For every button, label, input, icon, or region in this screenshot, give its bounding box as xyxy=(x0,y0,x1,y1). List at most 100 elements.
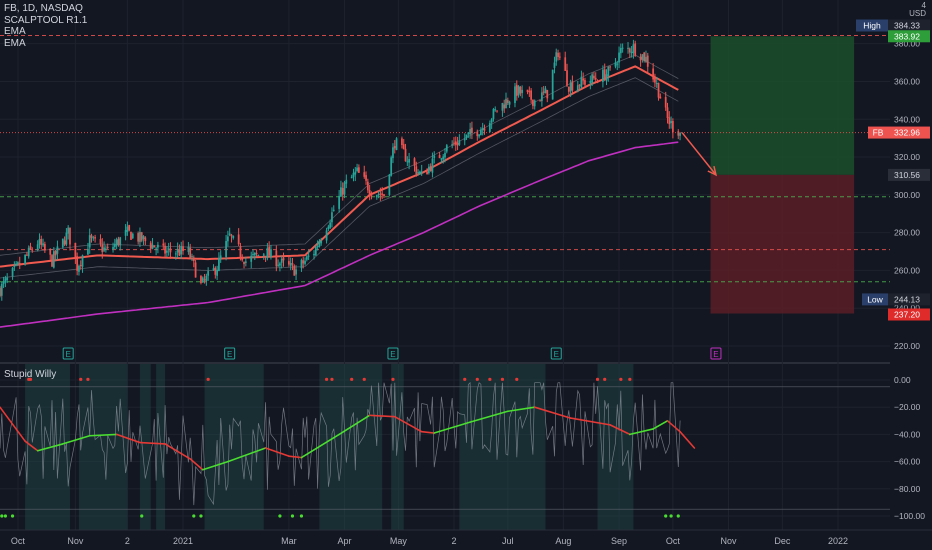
candle-body-221 xyxy=(553,62,556,68)
ema-fast-line xyxy=(0,65,679,268)
indicator-ema-fast[interactable]: EMA xyxy=(4,26,26,37)
candle-body-99 xyxy=(244,261,247,263)
earnings-marker-2[interactable]: E xyxy=(387,347,399,360)
candle-body-135 xyxy=(338,195,341,209)
candle-body-215 xyxy=(539,100,541,102)
candle-body-267 xyxy=(668,117,671,125)
candle-body-127 xyxy=(316,246,319,248)
candle-body-54 xyxy=(131,233,134,239)
candle-body-202 xyxy=(505,98,507,109)
candle-body-33 xyxy=(79,264,82,266)
price-label-box-0 xyxy=(888,19,930,32)
candle-body-132 xyxy=(329,222,332,228)
candle-body-35 xyxy=(87,248,89,255)
candles xyxy=(0,39,681,301)
time-tick-10: Sep xyxy=(611,536,627,546)
candle-body-184 xyxy=(458,140,461,145)
candle-body-214 xyxy=(533,100,536,107)
time-tick-3: 2021 xyxy=(173,536,193,546)
candle-body-244 xyxy=(609,66,611,68)
osc-smooth-seg-28 xyxy=(679,430,696,449)
candle-body-8 xyxy=(17,262,19,265)
osc-signal-top-15 xyxy=(595,377,600,381)
candle-body-237 xyxy=(593,75,595,79)
candle-body-175 xyxy=(438,155,441,159)
candle-body-258 xyxy=(645,56,647,62)
earnings-marker-1[interactable]: E xyxy=(224,347,236,360)
earnings-marker-label: E xyxy=(227,350,232,359)
candle-body-271 xyxy=(679,132,681,136)
candle-body-187 xyxy=(467,132,470,135)
candle-body-199 xyxy=(496,110,498,112)
osc-smooth-seg-14 xyxy=(300,433,340,459)
earnings-marker-4[interactable]: E xyxy=(710,347,722,360)
time-tick-7: 2 xyxy=(451,536,456,546)
candle-body-212 xyxy=(530,90,533,100)
symbol-title[interactable]: FB, 1D, NASDAQ xyxy=(4,3,83,14)
candle-body-263 xyxy=(657,82,660,98)
candle-body-228 xyxy=(569,82,572,92)
candle-body-140 xyxy=(350,176,353,179)
price-label-tag-2: FB xyxy=(873,128,884,138)
indicator-ema-slow[interactable]: EMA xyxy=(4,37,26,49)
price-label-value-5: 237.20 xyxy=(894,310,920,320)
candle-body-11 xyxy=(26,254,28,256)
osc-smooth-seg-13 xyxy=(288,455,303,459)
indicator-scalptool[interactable]: SCALPTOOL R1.1 xyxy=(4,14,88,26)
time-tick-9: Aug xyxy=(555,536,571,546)
price-label-value-4: 244.13 xyxy=(894,294,920,304)
price-label-value-1: 383.92 xyxy=(894,31,920,41)
candle-body-13 xyxy=(29,246,32,249)
candle-body-65 xyxy=(162,243,165,246)
price-axis-bg xyxy=(890,0,932,550)
osc-signal-bottom-10 xyxy=(669,514,673,518)
candle-body-239 xyxy=(596,80,599,83)
price-tick-5: 320.00 xyxy=(894,152,920,162)
oscillator-title[interactable]: Stupid Willy xyxy=(4,369,57,380)
candle-body-178 xyxy=(444,152,446,158)
osc-signal-top-5 xyxy=(324,377,329,381)
price-tick-8: 380.00 xyxy=(894,39,920,49)
candle-body-253 xyxy=(632,44,635,54)
osc-signal-bottom-9 xyxy=(664,514,668,518)
osc-signal-top-2 xyxy=(79,377,83,381)
candle-body-269 xyxy=(672,120,674,133)
candle-body-227 xyxy=(567,86,570,92)
candle-body-5 xyxy=(11,267,14,277)
candle-body-16 xyxy=(38,239,41,245)
osc-signal-bottom-4 xyxy=(192,514,196,518)
osc-signal-top-8 xyxy=(362,377,366,381)
osc-signal-top-9 xyxy=(391,377,395,381)
candle-body-235 xyxy=(589,80,592,83)
candle-body-197 xyxy=(492,108,495,119)
candle-body-257 xyxy=(643,52,646,61)
earnings-marker-3[interactable]: E xyxy=(550,347,562,360)
earnings-marker-0[interactable]: E xyxy=(62,347,74,360)
candle-body-260 xyxy=(652,68,655,80)
candle-body-28 xyxy=(67,227,70,234)
currency-label[interactable]: 4 USD xyxy=(909,2,926,18)
candle-body-134 xyxy=(332,209,335,211)
candle-body-180 xyxy=(451,144,454,146)
candle-body-208 xyxy=(519,86,522,94)
candle-body-68 xyxy=(167,248,170,250)
earnings-marker-label: E xyxy=(713,350,718,359)
candle-body-173 xyxy=(431,158,434,173)
candle-body-129 xyxy=(320,240,323,244)
candle-body-3 xyxy=(4,278,7,283)
candle-body-147 xyxy=(366,181,369,191)
osc-smooth-seg-10 xyxy=(201,460,229,471)
candle-body-6 xyxy=(13,265,16,268)
price-tick-7: 360.00 xyxy=(894,76,920,86)
candle-body-205 xyxy=(514,86,516,104)
candle-body-149 xyxy=(370,195,373,197)
candle-body-157 xyxy=(392,147,394,159)
candle-body-92 xyxy=(228,233,231,235)
earnings-marker-box xyxy=(550,347,562,360)
candle-body-220 xyxy=(551,69,554,100)
candle-body-167 xyxy=(417,172,419,174)
candle-body-219 xyxy=(546,90,549,99)
projection-arrow-line xyxy=(681,132,717,176)
candle-body-20 xyxy=(49,248,52,255)
